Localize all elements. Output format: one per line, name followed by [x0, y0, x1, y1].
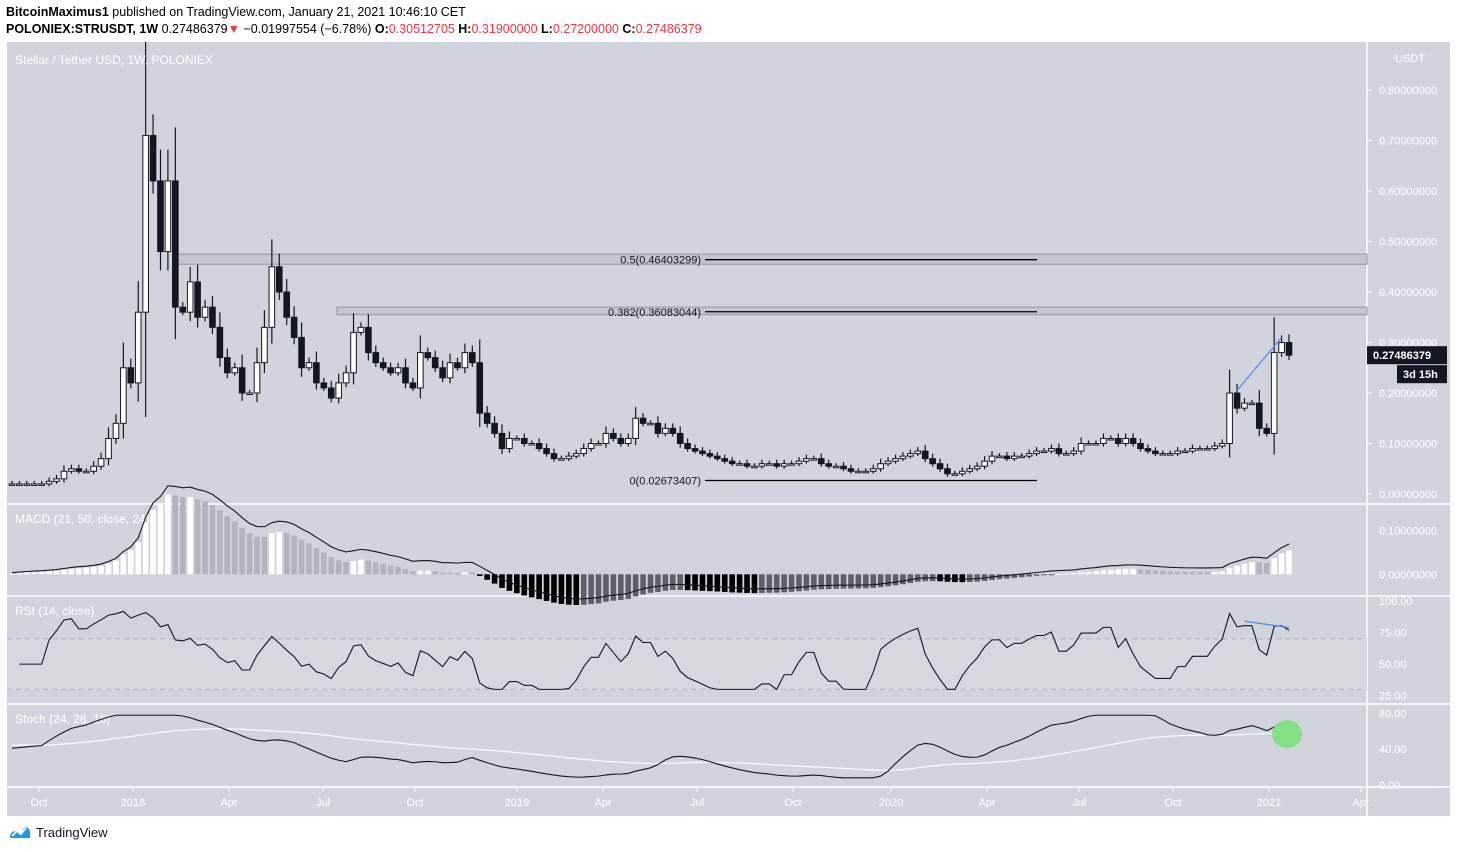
svg-text:0(0.02673407): 0(0.02673407): [629, 475, 701, 487]
chart-container[interactable]: 0.5(0.46403299) 0.382(0.36083044) 0(0.0267…: [7, 0, 1450, 816]
price-chart[interactable]: 0.5(0.46403299) 0.382(0.36083044) 0(0.0267…: [7, 0, 1450, 816]
publish-info: BitcoinMaximus1 published on TradingView…: [6, 5, 466, 19]
high-label: H:: [458, 22, 472, 36]
svg-text:0.70000000: 0.70000000: [1379, 136, 1437, 148]
author-name[interactable]: BitcoinMaximus1: [6, 5, 109, 19]
svg-text:80.00: 80.00: [1379, 708, 1407, 720]
svg-text:0.10000000: 0.10000000: [1379, 526, 1437, 538]
close-value: 0.27486379: [635, 22, 702, 36]
brand-name: TradingView: [36, 824, 108, 840]
svg-text:0.50000000: 0.50000000: [1379, 237, 1437, 249]
tradingview-branding[interactable]: TradingView: [8, 824, 108, 840]
svg-text:25.00: 25.00: [1379, 691, 1407, 703]
svg-text:2021: 2021: [1257, 797, 1281, 809]
last-price: 0.27486379: [161, 22, 228, 36]
svg-text:0.80000000: 0.80000000: [1379, 85, 1437, 97]
svg-text:0.10000000: 0.10000000: [1379, 439, 1437, 451]
svg-text:RSI (14, close): RSI (14, close): [15, 604, 94, 618]
svg-text:Oct: Oct: [1164, 797, 1181, 809]
svg-text:2019: 2019: [505, 797, 529, 809]
open-label: O:: [374, 22, 389, 36]
svg-text:0.40000000: 0.40000000: [1379, 287, 1437, 299]
svg-text:Apr: Apr: [978, 797, 995, 809]
svg-text:0.00: 0.00: [1379, 780, 1400, 792]
tradingview-logo-icon: [10, 827, 30, 838]
svg-text:50.00: 50.00: [1379, 659, 1407, 671]
svg-text:40.00: 40.00: [1379, 744, 1407, 756]
svg-text:Apr: Apr: [220, 797, 237, 809]
symbol-info: POLONIEX:STRUSDT, 1W 0.27486379▼ −0.0199…: [6, 22, 702, 36]
svg-text:0.00000000: 0.00000000: [1379, 569, 1437, 581]
down-arrow-icon: ▼: [227, 22, 240, 36]
open-value: 0.30512705: [388, 22, 455, 36]
svg-text:2018: 2018: [121, 797, 145, 809]
svg-text:0.5(0.46403299): 0.5(0.46403299): [620, 255, 701, 267]
svg-text:0.00000000: 0.00000000: [1379, 489, 1437, 501]
low-value: 0.27200000: [552, 22, 619, 36]
svg-text:Oct: Oct: [784, 797, 801, 809]
svg-text:75.00: 75.00: [1379, 628, 1407, 640]
svg-text:Stoch (24, 28, 16): Stoch (24, 28, 16): [15, 712, 110, 726]
low-label: L:: [541, 22, 553, 36]
high-value: 0.31900000: [471, 22, 538, 36]
price-change: −0.01997554 (−6.78%): [243, 22, 372, 36]
svg-text:0.20000000: 0.20000000: [1379, 388, 1437, 400]
svg-text:Oct: Oct: [406, 797, 423, 809]
symbol: POLONIEX:STRUSDT, 1W: [6, 22, 159, 36]
svg-text:Apr: Apr: [594, 797, 611, 809]
svg-text:Stellar / Tether USD, 1W, POLO: Stellar / Tether USD, 1W, POLONIEX: [15, 53, 213, 67]
svg-text:2020: 2020: [879, 797, 903, 809]
svg-text:100.00: 100.00: [1379, 596, 1413, 608]
svg-text:Apr: Apr: [1352, 797, 1369, 809]
svg-text:Jul: Jul: [316, 797, 330, 809]
published-text: published on TradingView.com, January 21…: [108, 5, 466, 19]
svg-text:0.60000000: 0.60000000: [1379, 186, 1437, 198]
close-label: C:: [622, 22, 636, 36]
svg-text:Jul: Jul: [690, 797, 704, 809]
svg-text:Jul: Jul: [1072, 797, 1086, 809]
svg-text:Oct: Oct: [30, 797, 47, 809]
svg-text:USDT: USDT: [1395, 53, 1425, 65]
svg-text:0.27486379: 0.27486379: [1373, 350, 1431, 362]
svg-text:0.382(0.36083044): 0.382(0.36083044): [608, 307, 701, 319]
svg-text:MACD (21, 50, close, 24): MACD (21, 50, close, 24): [15, 512, 150, 526]
svg-text:3d 15h: 3d 15h: [1403, 369, 1438, 381]
